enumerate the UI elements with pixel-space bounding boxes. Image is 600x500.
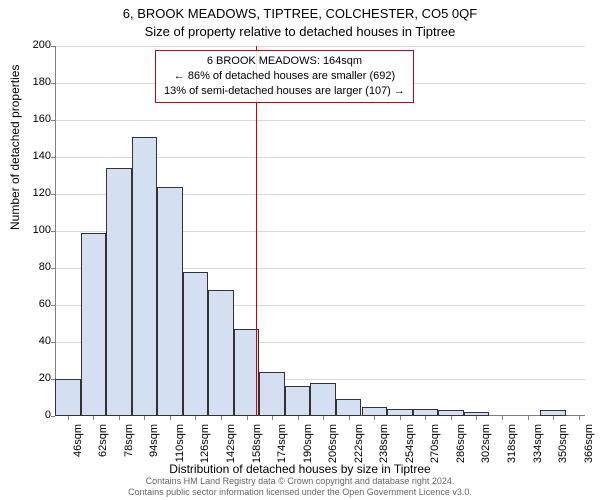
y-axis-label: Number of detached properties [8,65,22,230]
xtick-mark [400,416,401,420]
xtick-mark [528,416,529,420]
footer-line2: Contains public sector information licen… [128,487,472,497]
ytick-mark [51,46,55,47]
ytick-mark [51,194,55,195]
gridline [55,46,585,47]
ytick-label: 40 [11,335,51,347]
histogram-bar [55,379,81,416]
chart-title: 6, BROOK MEADOWS, TIPTREE, COLCHESTER, C… [0,6,600,21]
x-axis-label: Distribution of detached houses by size … [0,462,600,476]
ytick-label: 0 [11,409,51,421]
histogram-bar [183,272,209,416]
histogram-bar [208,290,234,416]
histogram-bar [387,409,413,416]
infobox-line2: ← 86% of detached houses are smaller (69… [164,69,405,84]
ytick-label: 60 [11,298,51,310]
xtick-mark [476,416,477,420]
histogram-bar [259,372,285,416]
chart-subtitle: Size of property relative to detached ho… [0,24,600,39]
histogram-bar [157,187,183,416]
info-box: 6 BROOK MEADOWS: 164sqm← 86% of detached… [155,50,414,103]
xtick-mark [195,416,196,420]
histogram-bar [413,409,439,416]
ytick-mark [51,416,55,417]
ytick-label: 80 [11,261,51,273]
ytick-label: 200 [11,39,51,51]
ytick-label: 120 [11,187,51,199]
footer-line1: Contains HM Land Registry data © Crown c… [146,476,455,486]
ytick-label: 20 [11,372,51,384]
histogram-bar [310,383,336,416]
xtick-mark [374,416,375,420]
infobox-line3: 13% of semi-detached houses are larger (… [164,84,405,99]
ytick-mark [51,268,55,269]
histogram-bar [285,386,311,416]
xtick-mark [221,416,222,420]
xtick-mark [93,416,94,420]
histogram-bar [362,407,388,416]
ytick-mark [51,83,55,84]
histogram-bar [106,168,132,416]
xtick-mark [68,416,69,420]
xtick-mark [349,416,350,420]
xtick-mark [247,416,248,420]
xtick-mark [323,416,324,420]
chart-container: 6, BROOK MEADOWS, TIPTREE, COLCHESTER, C… [0,0,600,500]
xtick-mark [298,416,299,420]
ytick-label: 100 [11,224,51,236]
gridline [55,120,585,121]
xtick-mark [451,416,452,420]
xtick-mark [272,416,273,420]
xtick-mark [170,416,171,420]
ytick-mark [51,231,55,232]
footer-attribution: Contains HM Land Registry data © Crown c… [0,476,600,499]
infobox-line1: 6 BROOK MEADOWS: 164sqm [164,54,405,69]
ytick-label: 160 [11,113,51,125]
histogram-bar [336,399,362,416]
ytick-mark [51,342,55,343]
ytick-mark [51,157,55,158]
histogram-bar [81,233,107,416]
xtick-mark [553,416,554,420]
histogram-bar [132,137,158,416]
plot-area: 02040608010012014016018020046sqm62sqm78s… [55,46,585,416]
xtick-mark [502,416,503,420]
ytick-mark [51,120,55,121]
plot: 02040608010012014016018020046sqm62sqm78s… [55,46,585,416]
xtick-mark [425,416,426,420]
ytick-label: 180 [11,76,51,88]
ytick-label: 140 [11,150,51,162]
xtick-mark [144,416,145,420]
ytick-mark [51,305,55,306]
xtick-mark [579,416,580,420]
xtick-mark [119,416,120,420]
